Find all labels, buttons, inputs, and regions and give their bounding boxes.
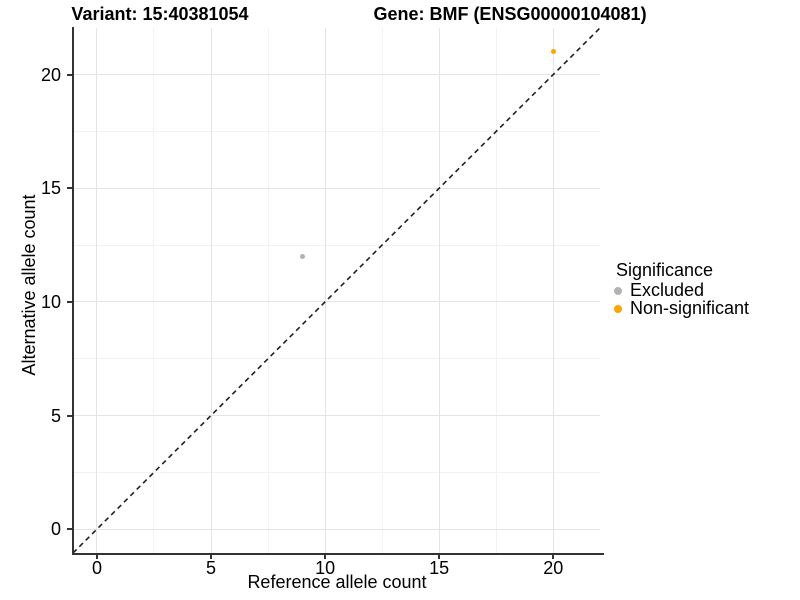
x-tick-mark <box>324 553 327 559</box>
y-tick-label: 10 <box>40 291 61 312</box>
x-tick-label: 5 <box>206 558 217 578</box>
y-minor-gridline <box>73 358 600 360</box>
x-tick-label: 20 <box>543 558 564 578</box>
legend-title: Significance <box>616 260 714 280</box>
x-axis-line <box>72 553 604 555</box>
x-minor-gridline <box>495 28 497 553</box>
x-tick-mark <box>438 553 441 559</box>
x-major-gridline <box>210 28 212 553</box>
legend-entry-label: Excluded <box>630 280 705 300</box>
x-minor-gridline <box>153 28 155 553</box>
data-point-excluded <box>299 253 305 259</box>
y-tick-label: 20 <box>40 64 61 85</box>
data-point-non-significant <box>550 49 556 55</box>
y-major-gridline <box>73 301 600 303</box>
x-major-gridline <box>438 28 440 553</box>
identity-reference-line <box>72 27 601 554</box>
x-tick-mark <box>210 553 213 559</box>
legend: Significance Excluded Non-significant <box>613 259 749 317</box>
y-minor-gridline <box>73 471 600 473</box>
y-tick-label: 5 <box>50 405 61 426</box>
y-major-gridline <box>73 74 600 76</box>
y-major-gridline <box>73 415 600 416</box>
y-tick-mark <box>67 414 73 417</box>
y-axis-line <box>72 27 74 554</box>
legend-entry-label: Non-significant <box>630 298 750 318</box>
x-tick-label: 10 <box>315 558 336 578</box>
y-minor-gridline <box>73 244 600 246</box>
x-major-gridline <box>552 28 554 553</box>
plot-panel <box>72 27 601 554</box>
x-minor-gridline <box>381 28 383 553</box>
x-axis-label: Reference allele count <box>247 572 427 592</box>
x-minor-gridline <box>267 28 269 553</box>
y-tick-mark <box>67 528 73 531</box>
legend-entry-non-significant: Non-significant <box>613 298 750 318</box>
excluded-point-icon <box>614 286 622 295</box>
y-tick-label: 0 <box>50 519 61 540</box>
y-minor-gridline <box>73 130 600 132</box>
plot-title-variant: Variant: 15:40381054 <box>71 4 249 24</box>
y-major-gridline <box>73 187 600 189</box>
x-tick-mark <box>552 553 555 559</box>
x-tick-label: 15 <box>429 558 450 578</box>
y-major-gridline <box>73 528 600 530</box>
y-tick-mark <box>67 187 73 190</box>
plot-title-gene: Gene: BMF (ENSG00000104081) <box>373 4 647 24</box>
x-tick-mark <box>95 553 98 559</box>
y-tick-mark <box>67 300 73 303</box>
y-tick-label: 15 <box>40 178 61 199</box>
legend-entry-excluded: Excluded <box>613 280 749 300</box>
x-major-gridline <box>96 28 98 553</box>
x-tick-label: 0 <box>91 558 102 578</box>
y-tick-mark <box>67 73 73 76</box>
x-major-gridline <box>324 28 326 553</box>
non-significant-point-icon <box>614 304 622 313</box>
